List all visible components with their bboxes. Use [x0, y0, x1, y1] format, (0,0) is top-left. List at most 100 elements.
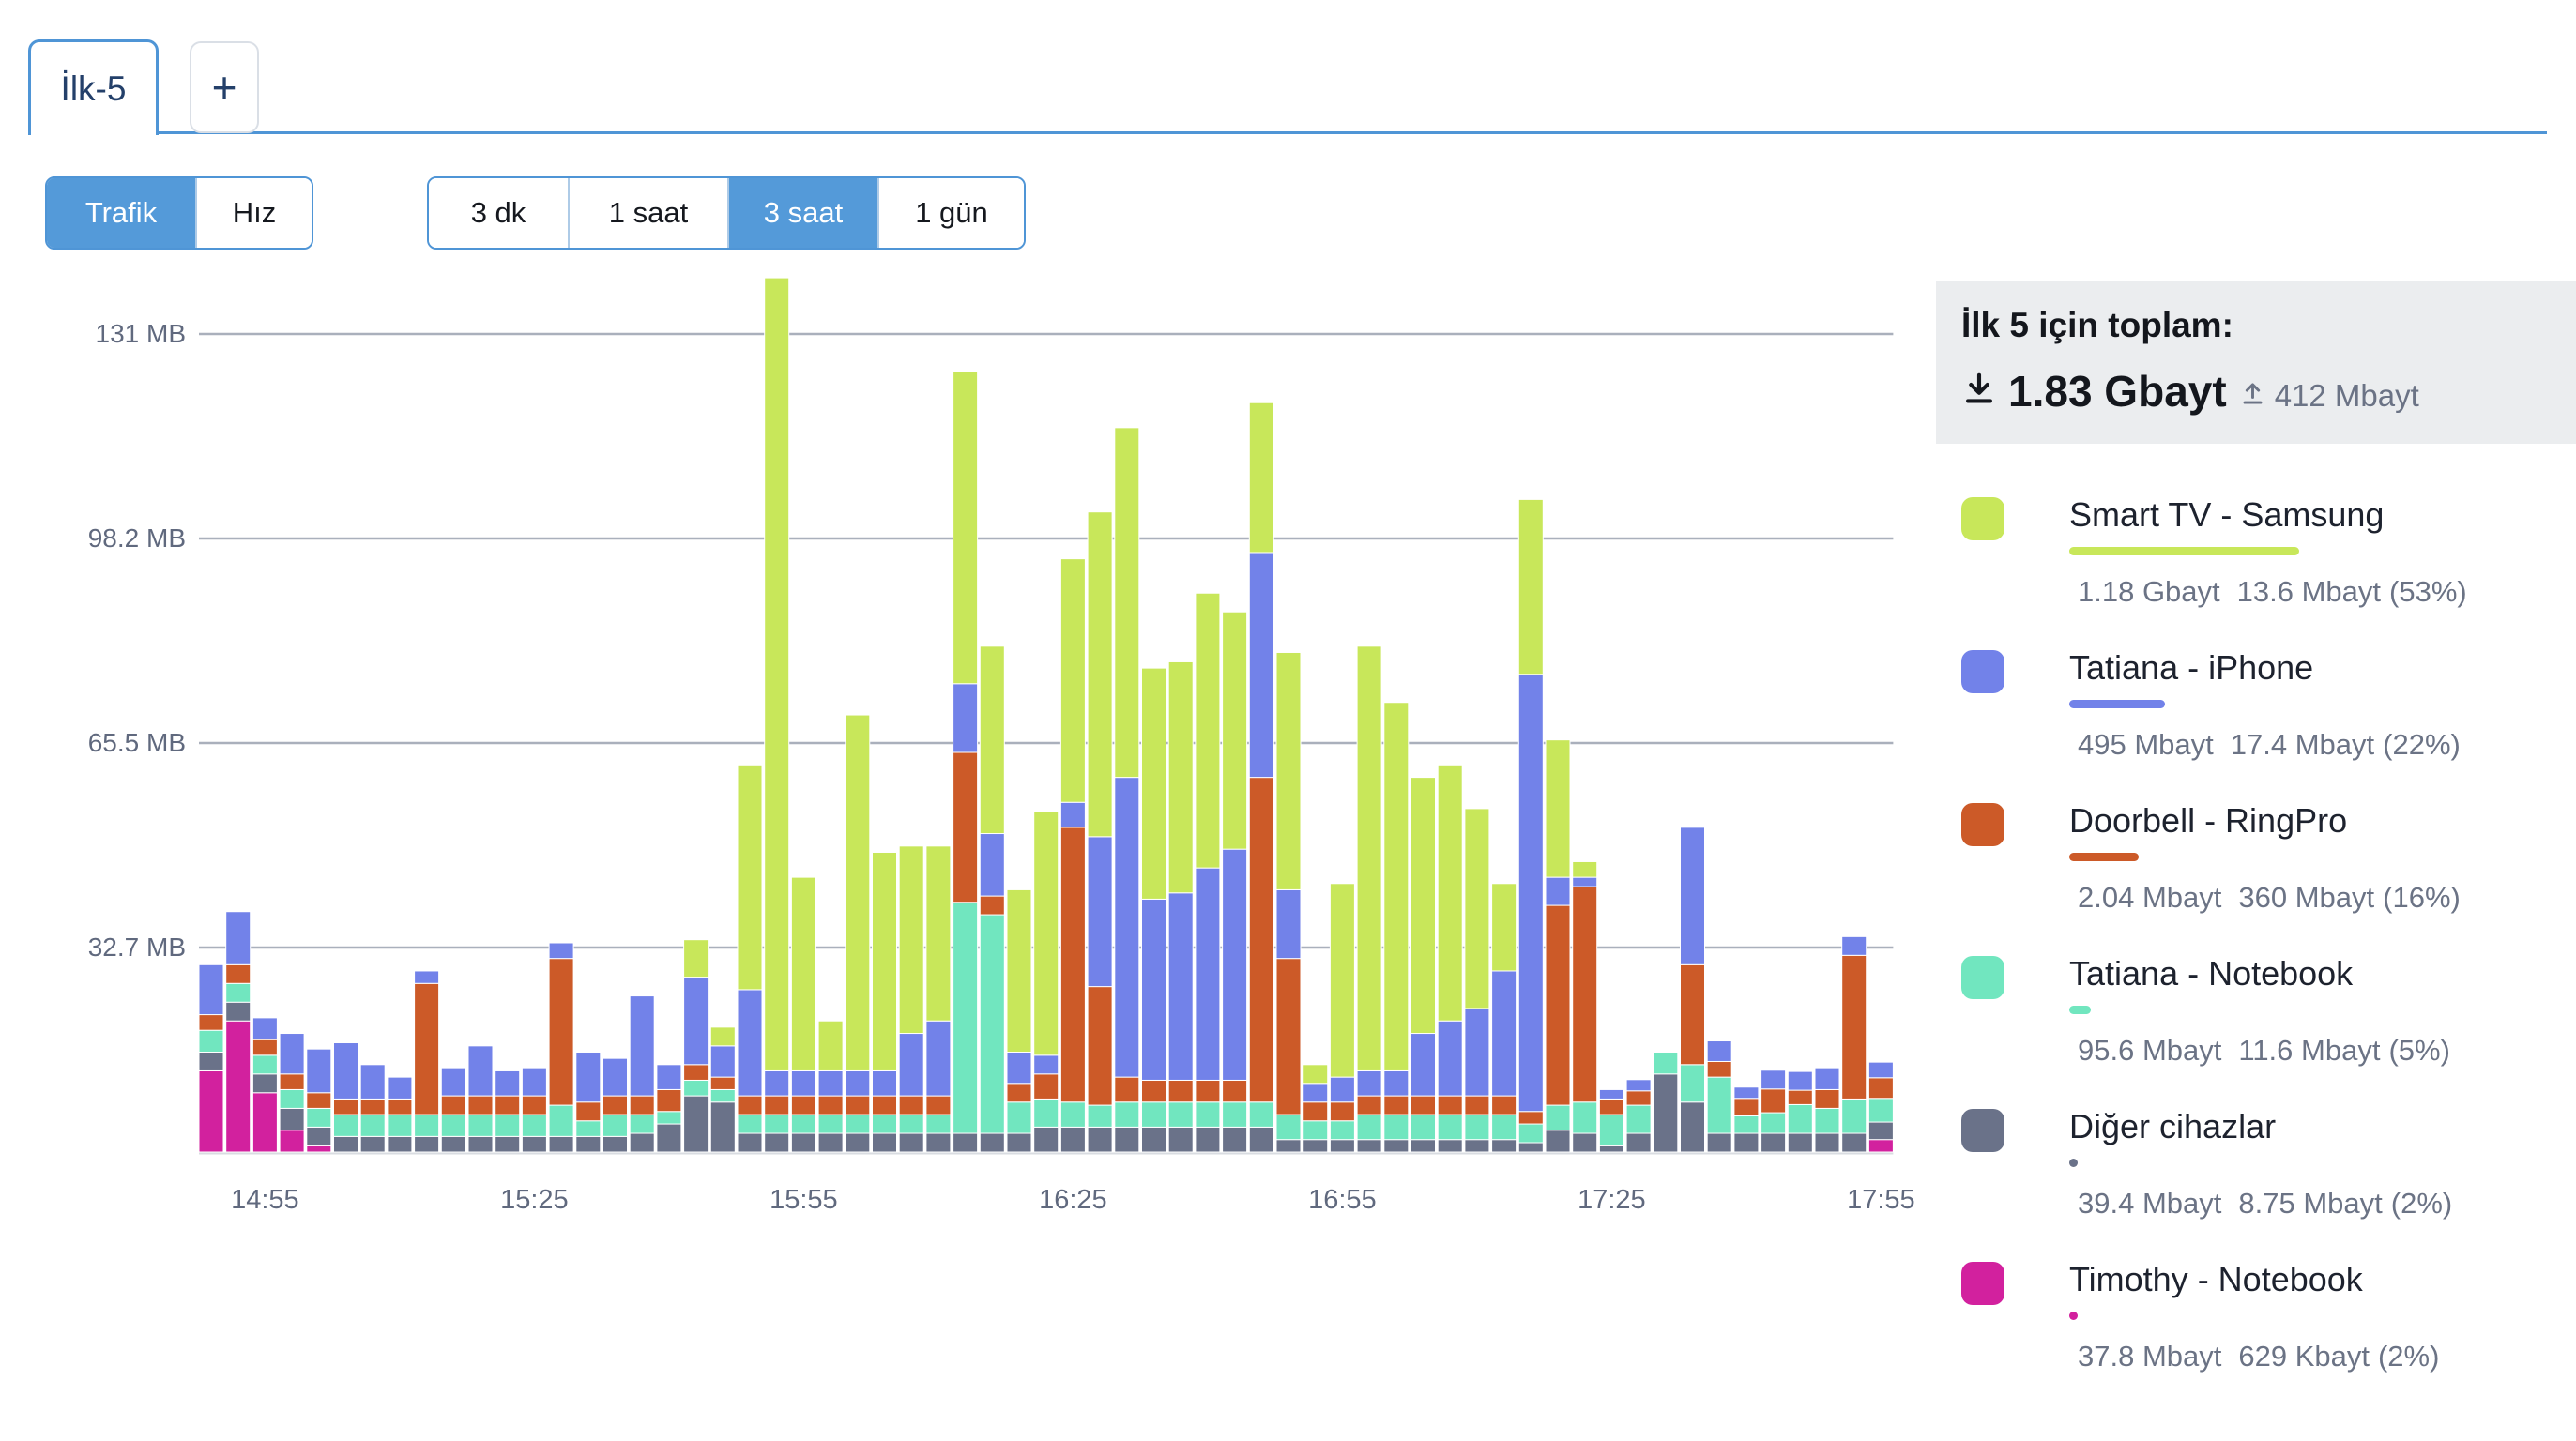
bar-segment-31-Diğer cihazlar[interactable] [1033, 1126, 1059, 1153]
bar-segment-30-Diğer cihazlar[interactable] [1006, 1132, 1032, 1153]
bar-segment-36-Tatiana - iPhone[interactable] [1167, 892, 1194, 1081]
legend-item-3[interactable]: Doorbell - RingPro 2.04 Mbayt 360 Mbayt … [1936, 780, 2576, 933]
bar-segment-50-Smart TV - Samsung[interactable] [1545, 739, 1571, 878]
bar-segment-38-Doorbell - RingPro[interactable] [1222, 1079, 1248, 1103]
bar-segment-23-Tatiana - Notebook[interactable] [817, 1114, 844, 1134]
bar-segment-26-Diğer cihazlar[interactable] [898, 1132, 924, 1153]
bar-segment-39-Tatiana - Notebook[interactable] [1248, 1101, 1274, 1128]
legend-item-1[interactable]: Smart TV - Samsung 1.18 Gbayt 13.6 Mbayt… [1936, 474, 2576, 627]
bar-segment-9-Tatiana - Notebook[interactable] [440, 1114, 466, 1137]
bar-segment-57-Doorbell - RingPro[interactable] [1733, 1098, 1760, 1116]
bar-segment-16-Doorbell - RingPro[interactable] [629, 1095, 655, 1115]
bar-segment-44-Smart TV - Samsung[interactable] [1383, 702, 1410, 1071]
add-tab-button[interactable]: + [190, 41, 259, 133]
bar-segment-23-Doorbell - RingPro[interactable] [817, 1095, 844, 1115]
bar-segment-27-Tatiana - Notebook[interactable] [925, 1114, 952, 1134]
bar-segment-32-Diğer cihazlar[interactable] [1059, 1126, 1086, 1153]
bar-segment-57-Tatiana - Notebook[interactable] [1733, 1115, 1760, 1134]
bar-segment-26-Doorbell - RingPro[interactable] [898, 1095, 924, 1115]
bar-segment-16-Tatiana - Notebook[interactable] [629, 1114, 655, 1134]
bar-segment-61-Tatiana - Notebook[interactable] [1841, 1098, 1867, 1134]
bar-segment-0-Tatiana - iPhone[interactable] [198, 963, 224, 1016]
bar-segment-38-Diğer cihazlar[interactable] [1222, 1126, 1248, 1153]
bar-segment-48-Tatiana - iPhone[interactable] [1491, 970, 1517, 1097]
bar-segment-61-Doorbell - RingPro[interactable] [1841, 954, 1867, 1100]
bar-segment-41-Doorbell - RingPro[interactable] [1303, 1101, 1329, 1122]
legend-item-5[interactable]: Diğer cihazlar 39.4 Mbayt 8.75 Mbayt (2%… [1936, 1085, 2576, 1238]
bar-segment-14-Tatiana - iPhone[interactable] [575, 1051, 602, 1103]
bar-segment-32-Tatiana - iPhone[interactable] [1059, 801, 1086, 828]
bar-segment-9-Diğer cihazlar[interactable] [440, 1135, 466, 1153]
bar-segment-51-Tatiana - Notebook[interactable] [1572, 1101, 1598, 1134]
bar-segment-15-Diğer cihazlar[interactable] [602, 1135, 628, 1153]
bar-segment-15-Doorbell - RingPro[interactable] [602, 1095, 628, 1115]
bar-segment-32-Tatiana - Notebook[interactable] [1059, 1101, 1086, 1128]
bar-segment-49-Doorbell - RingPro[interactable] [1517, 1111, 1544, 1125]
bar-segment-1-Timothy - Notebook[interactable] [225, 1020, 252, 1153]
bar-segment-41-Diğer cihazlar[interactable] [1303, 1139, 1329, 1153]
tab-ilk-5[interactable]: İlk-5 [28, 39, 159, 135]
bar-segment-36-Smart TV - Samsung[interactable] [1167, 660, 1194, 894]
bar-segment-52-Doorbell - RingPro[interactable] [1598, 1098, 1624, 1115]
bar-segment-17-Diğer cihazlar[interactable] [656, 1123, 682, 1153]
bar-segment-54-Diğer cihazlar[interactable] [1653, 1073, 1679, 1153]
bar-segment-61-Diğer cihazlar[interactable] [1841, 1132, 1867, 1153]
bar-segment-55-Tatiana - Notebook[interactable] [1680, 1064, 1705, 1103]
bar-segment-56-Tatiana - Notebook[interactable] [1706, 1076, 1732, 1134]
bar-segment-9-Doorbell - RingPro[interactable] [440, 1095, 466, 1115]
bar-segment-36-Tatiana - Notebook[interactable] [1167, 1101, 1194, 1128]
bar-segment-40-Diğer cihazlar[interactable] [1275, 1139, 1302, 1153]
bar-segment-20-Diğer cihazlar[interactable] [737, 1132, 763, 1153]
bar-segment-24-Diğer cihazlar[interactable] [845, 1132, 871, 1153]
bar-segment-32-Doorbell - RingPro[interactable] [1059, 827, 1086, 1103]
range-button-1day[interactable]: 1 gün [877, 178, 1024, 248]
bar-segment-60-Diğer cihazlar[interactable] [1814, 1132, 1840, 1153]
bar-segment-47-Diğer cihazlar[interactable] [1464, 1139, 1490, 1153]
bar-segment-14-Doorbell - RingPro[interactable] [575, 1101, 602, 1122]
bar-segment-35-Doorbell - RingPro[interactable] [1141, 1079, 1166, 1103]
bar-segment-29-Tatiana - Notebook[interactable] [979, 914, 1005, 1134]
bar-segment-49-Tatiana - iPhone[interactable] [1517, 674, 1544, 1113]
bar-segment-11-Doorbell - RingPro[interactable] [495, 1095, 521, 1115]
bar-segment-37-Doorbell - RingPro[interactable] [1195, 1079, 1221, 1103]
bar-segment-60-Tatiana - Notebook[interactable] [1814, 1107, 1840, 1134]
bar-segment-8-Doorbell - RingPro[interactable] [414, 982, 440, 1115]
bar-segment-59-Diğer cihazlar[interactable] [1787, 1132, 1813, 1153]
bar-segment-42-Doorbell - RingPro[interactable] [1329, 1101, 1355, 1122]
bar-segment-5-Tatiana - iPhone[interactable] [333, 1042, 358, 1100]
bar-segment-59-Tatiana - Notebook[interactable] [1787, 1103, 1813, 1134]
bar-segment-0-Diğer cihazlar[interactable] [198, 1051, 224, 1071]
bar-segment-47-Doorbell - RingPro[interactable] [1464, 1095, 1490, 1115]
bar-segment-39-Doorbell - RingPro[interactable] [1248, 777, 1274, 1103]
bar-segment-30-Doorbell - RingPro[interactable] [1006, 1083, 1032, 1103]
bar-segment-4-Timothy - Notebook[interactable] [306, 1145, 332, 1153]
bar-segment-46-Smart TV - Samsung[interactable] [1437, 764, 1463, 1022]
bar-segment-45-Diğer cihazlar[interactable] [1410, 1139, 1436, 1153]
bar-segment-53-Tatiana - iPhone[interactable] [1625, 1079, 1652, 1092]
bar-segment-4-Diğer cihazlar[interactable] [306, 1126, 332, 1146]
bar-segment-11-Tatiana - Notebook[interactable] [495, 1114, 521, 1137]
bar-segment-57-Diğer cihazlar[interactable] [1733, 1132, 1760, 1153]
bar-segment-18-Tatiana - Notebook[interactable] [683, 1079, 709, 1097]
bar-segment-43-Doorbell - RingPro[interactable] [1356, 1095, 1382, 1115]
bar-segment-43-Tatiana - Notebook[interactable] [1356, 1114, 1382, 1141]
bar-segment-44-Tatiana - iPhone[interactable] [1383, 1069, 1410, 1097]
bar-segment-62-Diğer cihazlar[interactable] [1867, 1121, 1894, 1141]
bar-segment-27-Tatiana - iPhone[interactable] [925, 1020, 952, 1097]
bar-segment-24-Doorbell - RingPro[interactable] [845, 1095, 871, 1115]
bar-segment-53-Diğer cihazlar[interactable] [1625, 1132, 1652, 1153]
bar-segment-61-Tatiana - iPhone[interactable] [1841, 935, 1867, 956]
bar-segment-62-Tatiana - iPhone[interactable] [1867, 1061, 1894, 1079]
bar-segment-45-Doorbell - RingPro[interactable] [1410, 1095, 1436, 1115]
bar-segment-51-Doorbell - RingPro[interactable] [1572, 886, 1598, 1103]
bar-segment-8-Tatiana - Notebook[interactable] [414, 1114, 440, 1137]
bar-segment-39-Tatiana - iPhone[interactable] [1248, 552, 1274, 779]
bar-segment-1-Tatiana - iPhone[interactable] [225, 911, 252, 965]
bar-segment-21-Doorbell - RingPro[interactable] [764, 1095, 790, 1115]
bar-segment-45-Tatiana - Notebook[interactable] [1410, 1114, 1436, 1141]
bar-segment-5-Diğer cihazlar[interactable] [333, 1135, 358, 1153]
bar-segment-4-Doorbell - RingPro[interactable] [306, 1092, 332, 1109]
bar-segment-40-Smart TV - Samsung[interactable] [1275, 651, 1302, 890]
bar-segment-24-Tatiana - Notebook[interactable] [845, 1114, 871, 1134]
bar-segment-4-Tatiana - Notebook[interactable] [306, 1107, 332, 1128]
